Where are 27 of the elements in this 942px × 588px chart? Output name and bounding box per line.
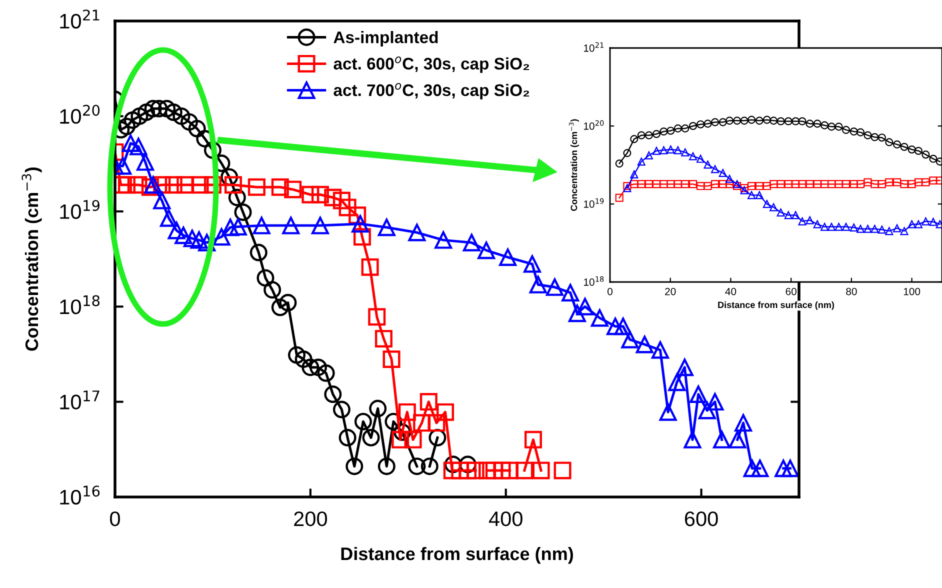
x-tick-label: 40: [725, 288, 736, 296]
x-tick-label: 0: [608, 288, 612, 296]
y-tick-label: 10$^{21}$: [60, 10, 100, 29]
y-tick-label: 10$^{20}$: [584, 120, 604, 130]
y-tick-label: 10$^{19}$: [584, 198, 604, 208]
x-tick-label: 80: [846, 288, 857, 296]
y-tick-label: 10$^{17}$: [60, 390, 100, 410]
x-tick-label: 400: [488, 511, 522, 526]
y-tick-label: 10$^{20}$: [60, 104, 100, 124]
x-tick-label: 600: [684, 511, 718, 526]
x-tick-label: 100: [904, 288, 920, 296]
legend-label: act. 700$^{o}$C, 30s, cap SiO₂: [334, 83, 530, 100]
x-axis-title: Distance from surface (nm): [718, 301, 834, 310]
y-tick-label: 10$^{19}$: [60, 200, 100, 219]
y-tick-label: 10$^{18}$: [584, 276, 604, 286]
y-axis-title: Concentration (cm$^{−3}$): [22, 168, 42, 351]
y-tick-label: 10$^{16}$: [60, 486, 100, 505]
x-tick-label: 20: [665, 288, 676, 296]
y-axis-title: Concentration (cm$^{−3}$): [568, 119, 579, 211]
x-tick-label: 200: [294, 511, 327, 526]
legend-label: act. 600$^{o}$C, 30s, cap SiO₂: [334, 56, 530, 73]
y-tick-label: 10$^{18}$: [60, 295, 100, 314]
x-tick-label: 0: [110, 511, 120, 526]
x-axis-title: Distance from surface (nm): [341, 546, 573, 564]
y-tick-label: 10$^{21}$: [584, 42, 604, 52]
legend-label: As-implanted: [334, 31, 438, 47]
x-tick-label: 60: [786, 288, 796, 296]
